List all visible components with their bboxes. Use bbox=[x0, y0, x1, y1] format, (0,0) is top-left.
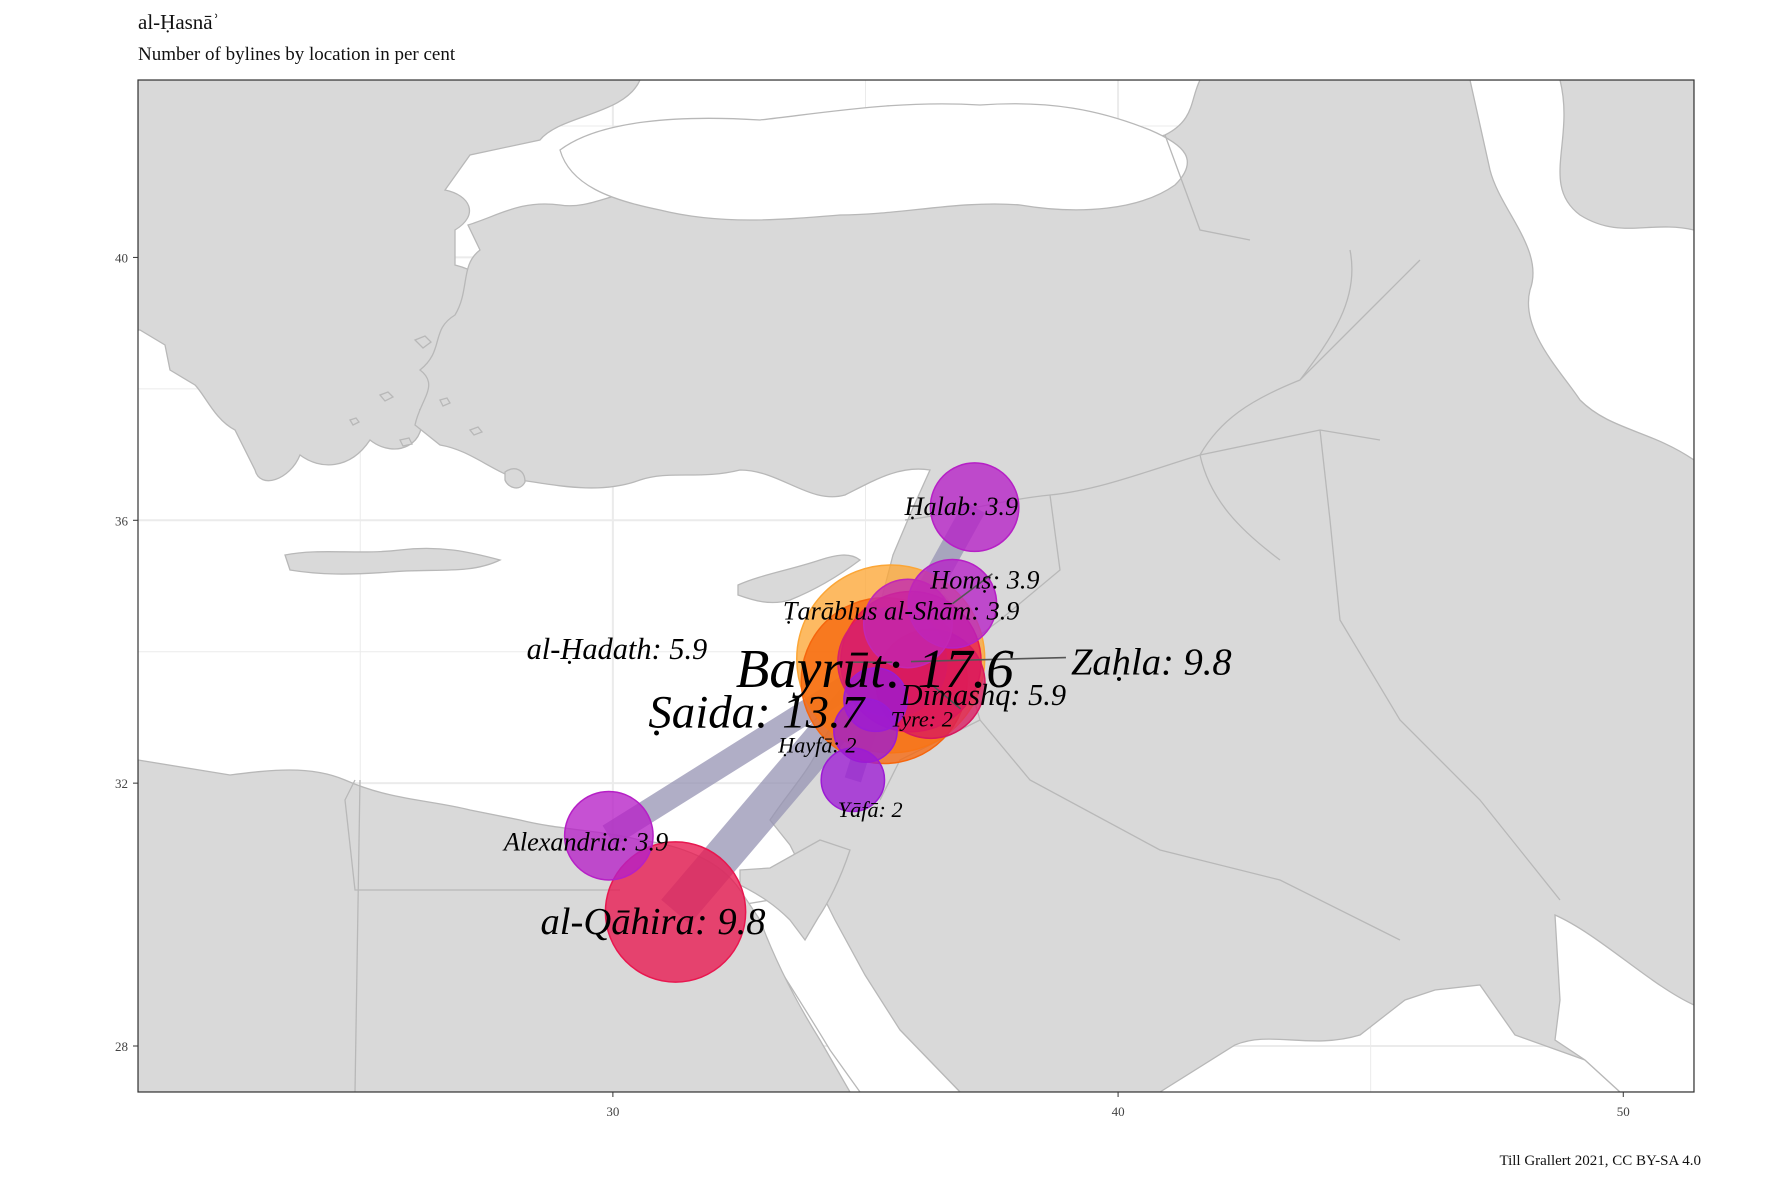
point-Ṭarāblus al-Shām bbox=[862, 578, 953, 669]
map-credit: Till Grallert 2021, CC BY-SA 4.0 bbox=[1499, 1153, 1701, 1169]
point-Alexandria bbox=[563, 790, 654, 881]
label-Ḥalab: Ḥalab: 3.9 bbox=[904, 492, 1018, 521]
label-Homṣ: Homṣ: 3.9 bbox=[929, 566, 1039, 595]
y-tick-label: 36 bbox=[115, 513, 129, 528]
label-Zaḥla: Zaḥla: 9.8 bbox=[1071, 642, 1232, 684]
land-island-3 bbox=[439, 397, 451, 407]
panel-border bbox=[137, 79, 1695, 1093]
land-island-4 bbox=[399, 437, 413, 447]
label-leaders bbox=[847, 573, 1066, 710]
land-island-2 bbox=[378, 391, 395, 402]
label-Ṣaida: Ṣaida: 13.7 bbox=[648, 687, 865, 739]
persian-gulf bbox=[1554, 913, 1694, 1092]
land-sinai bbox=[739, 839, 851, 942]
land-cyprus bbox=[737, 554, 862, 604]
label-al-Qāhira: al-Qāhira: 9.8 bbox=[541, 901, 766, 943]
y-tick-label: 32 bbox=[115, 776, 128, 791]
land-rhodes bbox=[504, 468, 526, 489]
land-crete bbox=[284, 547, 502, 575]
label-Yāfā: Yāfā: 2 bbox=[838, 797, 903, 822]
leader-Dimashq bbox=[930, 683, 962, 710]
point-Ḥalab bbox=[929, 462, 1020, 553]
y-tick-label: 40 bbox=[115, 250, 128, 265]
point-Yāfā bbox=[820, 747, 886, 813]
leader-Homṣ bbox=[951, 573, 993, 605]
land-island-5 bbox=[468, 426, 484, 436]
axis-ticks: 30 40 50 28 32 36 40 bbox=[115, 250, 1630, 1119]
land-island-1 bbox=[413, 335, 432, 349]
label-Tyre: Tyre: 2 bbox=[891, 707, 953, 732]
label-Alexandria: Alexandria: 3.9 bbox=[502, 828, 668, 857]
x-tick-label: 30 bbox=[606, 1104, 619, 1119]
map-title: al-Ḥasnāʾ bbox=[138, 10, 220, 34]
label-Bayrūt: Bayrūt: 17.6 bbox=[736, 638, 1015, 699]
label-Ḥayfā: Ḥayfā: 2 bbox=[777, 733, 856, 758]
point-al-Qāhira bbox=[604, 841, 747, 983]
label-al-Ḥadath: al-Ḥadath: 5.9 bbox=[527, 632, 708, 666]
caspian-sea bbox=[1469, 80, 1694, 461]
label-Ṭarāblus al-Shām: Ṭarāblus al-Shām: 3.9 bbox=[783, 596, 1019, 625]
map-subtitle: Number of bylines by location in per cen… bbox=[138, 44, 456, 65]
leader-Zaḥla bbox=[910, 656, 1066, 663]
y-tick-label: 28 bbox=[115, 1039, 128, 1054]
land-masses bbox=[138, 80, 1694, 1092]
x-tick-label: 50 bbox=[1617, 1104, 1630, 1119]
x-tick-label: 40 bbox=[1112, 1104, 1125, 1119]
black-sea bbox=[559, 103, 1188, 221]
label-Dimashq: Dimashq: 5.9 bbox=[900, 678, 1066, 712]
land-island-6 bbox=[349, 417, 360, 426]
